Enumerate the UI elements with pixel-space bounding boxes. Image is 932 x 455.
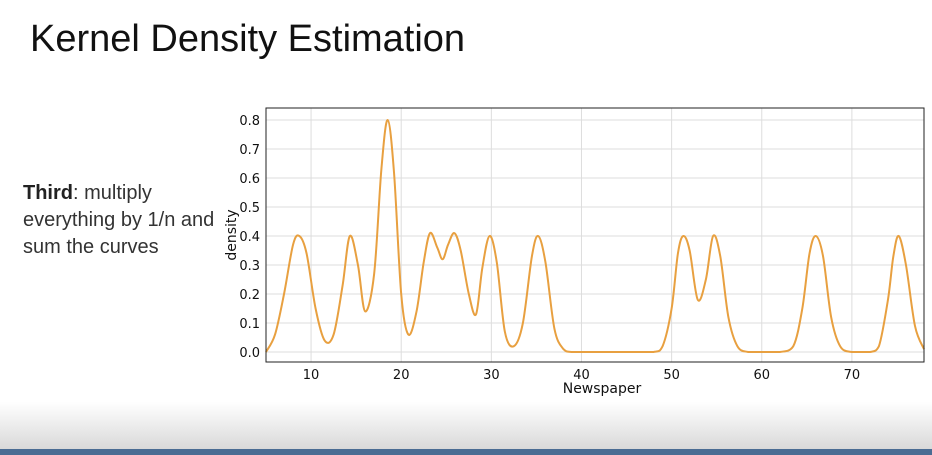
y-tick-label: 0.0 xyxy=(239,346,260,361)
y-tick-label: 0.2 xyxy=(239,288,260,303)
y-tick-label: 0.8 xyxy=(239,114,260,129)
slide-title: Kernel Density Estimation xyxy=(30,18,466,60)
x-tick-label: 60 xyxy=(753,368,770,383)
y-tick-label: 0.6 xyxy=(239,172,260,187)
y-tick-label: 0.4 xyxy=(239,230,260,245)
x-tick-label: 20 xyxy=(393,368,410,383)
x-tick-label: 30 xyxy=(483,368,500,383)
plot-frame xyxy=(265,107,925,363)
y-tick-label: 0.1 xyxy=(239,317,260,332)
chart-svg: 0.0 0.1 0.2 0.3 0.4 0.5 0.6 0.7 0.8 10 20 30 40 50 60 7… xyxy=(224,107,925,397)
footer-bar xyxy=(0,449,932,455)
footer-fade xyxy=(0,402,932,449)
y-tick-label: 0.7 xyxy=(239,143,260,158)
side-caption-rest: : multiply everything by 1/n and sum the… xyxy=(23,182,215,258)
x-tick-label: 40 xyxy=(573,368,590,383)
density-curve xyxy=(265,118,925,354)
y-axis-label: density xyxy=(224,209,240,260)
x-tick-label: 70 xyxy=(844,368,861,383)
x-tick-label: 50 xyxy=(663,368,680,383)
x-axis-label: Newspaper xyxy=(563,381,642,397)
y-tick-label: 0.5 xyxy=(239,201,260,216)
side-caption-bold: Third xyxy=(23,182,73,204)
x-tick-label: 10 xyxy=(303,368,320,383)
side-caption: Third: multiply everything by 1/n and su… xyxy=(23,180,223,261)
y-tick-label: 0.3 xyxy=(239,259,260,274)
tick-layer: 0.0 0.1 0.2 0.3 0.4 0.5 0.6 0.7 0.8 10 20 30 40 50 60 7… xyxy=(239,114,860,383)
grid-layer xyxy=(266,108,924,362)
density-chart: 0.0 0.1 0.2 0.3 0.4 0.5 0.6 0.7 0.8 10 20 30 40 50 60 7… xyxy=(224,107,925,397)
